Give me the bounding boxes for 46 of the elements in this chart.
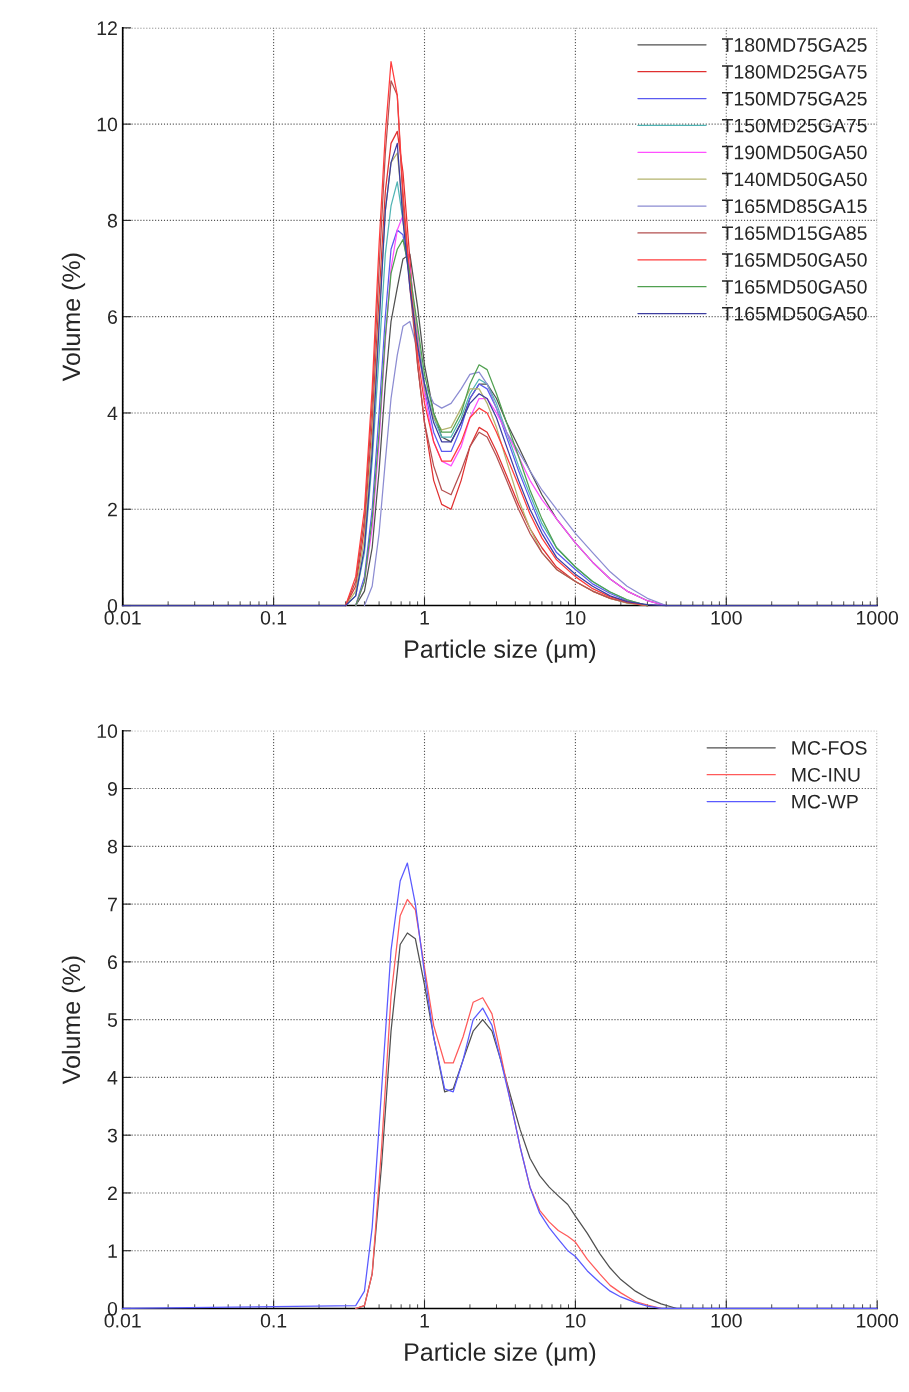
y-tick-label: 6 bbox=[108, 310, 117, 324]
x-tick-label: 0.1 bbox=[260, 610, 287, 625]
legend-label: T165MD85GA15 bbox=[722, 199, 867, 214]
x-axis-title: Particle size (μm) bbox=[405, 1342, 596, 1366]
x-tick-label: 100 bbox=[711, 610, 742, 625]
legend-label: T140MD50GA50 bbox=[722, 172, 867, 187]
legend-label: T150MD75GA25 bbox=[722, 91, 867, 106]
y-tick-label: 10 bbox=[97, 724, 118, 739]
x-tick-label: 1 bbox=[420, 1314, 429, 1328]
legend-label: T165MD50GA50 bbox=[722, 253, 867, 267]
y-tick-label: 0 bbox=[107, 598, 118, 613]
legend-label: MC-WP bbox=[792, 794, 858, 809]
legend-label: MC-INU bbox=[792, 767, 860, 782]
x-tick-label: 0.01 bbox=[104, 610, 141, 625]
legend-label: T165MD50GA50 bbox=[722, 306, 867, 321]
y-tick-label: 9 bbox=[107, 782, 117, 796]
legend-label: T190MD50GA50 bbox=[722, 145, 867, 160]
y-tick-label: 1 bbox=[108, 1244, 117, 1258]
x-tick-label: 0.1 bbox=[260, 1313, 287, 1328]
y-tick-label: 4 bbox=[107, 1071, 118, 1085]
legend-label: T180MD75GA25 bbox=[722, 38, 867, 52]
y-tick-label: 6 bbox=[108, 955, 117, 970]
y-tick-label: 4 bbox=[107, 406, 118, 421]
y-tick-label: 10 bbox=[97, 117, 118, 132]
y-axis-title: Volume (%) bbox=[61, 253, 86, 382]
legend-label: MC-FOS bbox=[792, 741, 867, 755]
y-tick-label: 8 bbox=[107, 839, 118, 854]
legend-label: T150MD25GA75 bbox=[722, 118, 867, 133]
x-tick-label: 10 bbox=[566, 610, 586, 625]
y-tick-label: 2 bbox=[108, 502, 117, 517]
y-tick-label: 2 bbox=[108, 1186, 117, 1200]
x-tick-label: 1 bbox=[420, 611, 429, 625]
x-tick-label: 100 bbox=[711, 1313, 742, 1328]
y-tick-label: 12 bbox=[97, 21, 117, 35]
y-tick-label: 7 bbox=[108, 897, 117, 912]
x-tick-label: 1000 bbox=[857, 1313, 899, 1328]
y-tick-label: 8 bbox=[107, 213, 118, 228]
x-tick-label: 1000 bbox=[857, 610, 899, 625]
legend-label: T165MD50GA50 bbox=[722, 279, 867, 294]
legend-label: T180MD25GA75 bbox=[722, 64, 867, 79]
y-axis-title: Volume (%) bbox=[61, 956, 86, 1085]
x-tick-label: 10 bbox=[566, 1313, 586, 1328]
y-tick-label: 3 bbox=[107, 1128, 117, 1143]
legend-label: T165MD15GA85 bbox=[722, 226, 867, 240]
x-axis-title: Particle size (μm) bbox=[405, 639, 596, 663]
y-tick-label: 5 bbox=[107, 1013, 118, 1027]
